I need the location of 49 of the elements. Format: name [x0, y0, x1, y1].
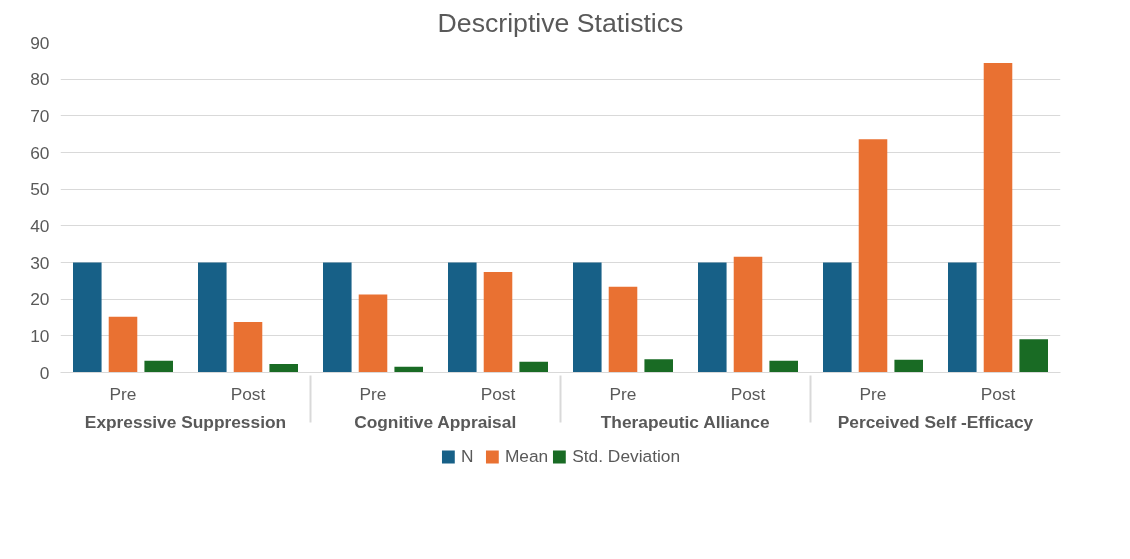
text: Perceived Self -Efficacy [837, 411, 1034, 432]
y-tick-label: 90 [30, 32, 50, 53]
x-tick-label: Post [980, 383, 1016, 404]
bar [483, 272, 513, 373]
bar [948, 262, 977, 373]
bar [858, 139, 888, 373]
y-tick-label: 10 [30, 325, 50, 346]
bar [73, 262, 102, 373]
bar [448, 262, 477, 373]
x-tick-label: Pre [609, 383, 637, 404]
x-tick-label: Pre [359, 383, 387, 404]
bar [644, 359, 673, 373]
x-tick-label: Pre [109, 383, 137, 404]
bar [608, 286, 638, 373]
y-tick-label: 0 [39, 362, 50, 383]
text: Expressive Suppression [84, 411, 287, 432]
bar [269, 364, 298, 373]
y-tick-label: 50 [30, 179, 50, 200]
y-tick-label: 60 [30, 142, 50, 163]
bar [983, 63, 1013, 373]
legend-label: Std. Deviation [572, 445, 681, 467]
bar [198, 262, 227, 373]
chart-title: Descriptive Statistics [437, 7, 684, 38]
legend-label: Mean [504, 445, 549, 467]
bar [698, 262, 727, 373]
bar [358, 294, 388, 373]
y-tick-label: 70 [30, 105, 50, 126]
x-tick-label: Pre [859, 383, 887, 404]
bar [894, 359, 923, 373]
bar [519, 361, 548, 373]
bar [108, 316, 138, 373]
y-tick-label: 40 [30, 215, 50, 236]
bar [823, 262, 852, 373]
x-tick-label: Post [480, 383, 516, 404]
bar [233, 321, 263, 373]
bar [323, 262, 352, 373]
text: Cognitive Appraisal [354, 411, 517, 432]
y-tick-label: 20 [30, 289, 50, 310]
bar [1019, 339, 1048, 373]
y-tick-label: 80 [30, 69, 50, 90]
bar [144, 360, 173, 373]
x-tick-label: Post [730, 383, 766, 404]
x-tick-label: Post [230, 383, 266, 404]
legend-label: N [460, 445, 475, 467]
bar [573, 262, 602, 373]
bar [733, 256, 763, 373]
text: Therapeutic Alliance [600, 411, 770, 432]
bar [769, 360, 798, 373]
y-tick-label: 30 [30, 252, 50, 273]
